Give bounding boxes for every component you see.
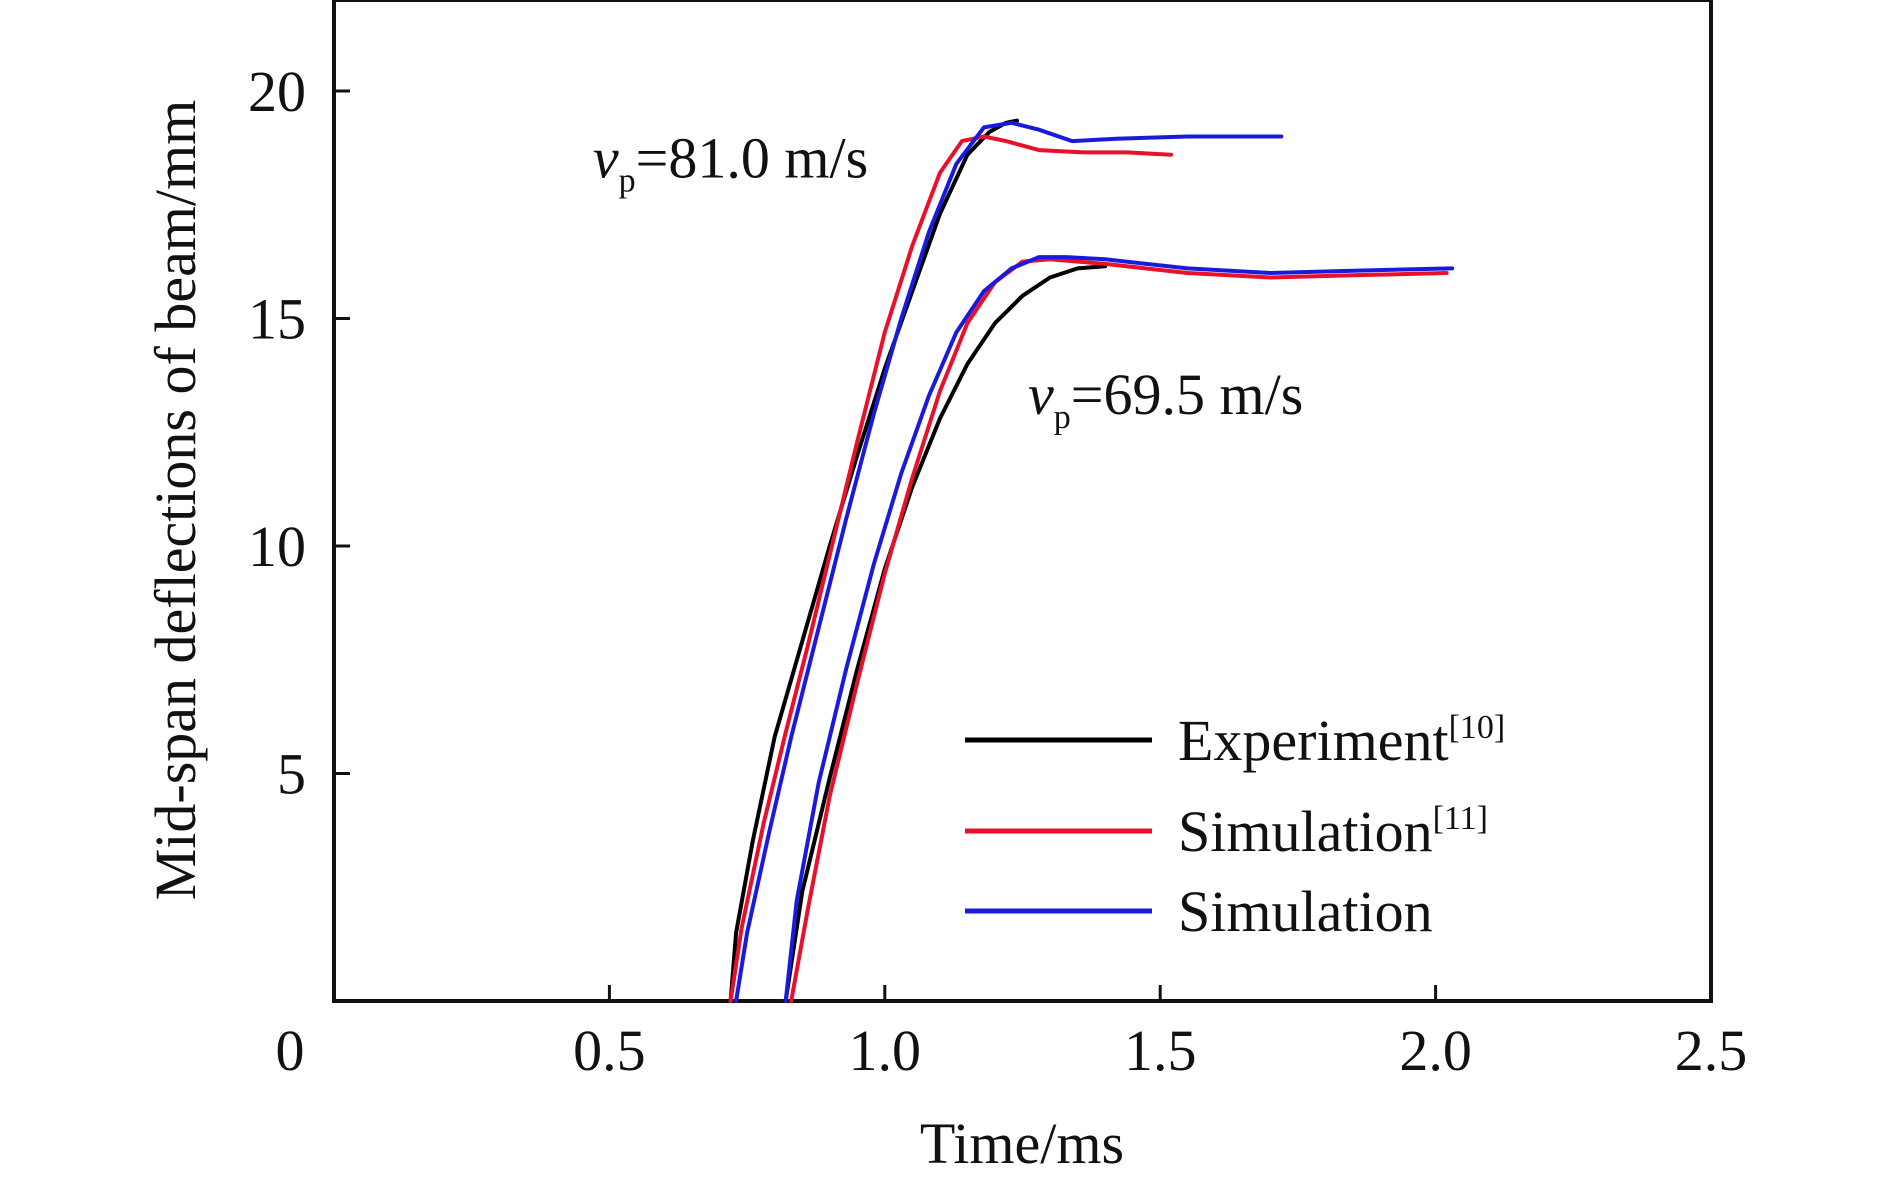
annotation-var: v bbox=[1028, 362, 1054, 427]
y-tick-label: 10 bbox=[248, 514, 306, 579]
x-tick-label: 1.0 bbox=[849, 1018, 922, 1083]
x-axis-label: Time/ms bbox=[920, 1111, 1124, 1176]
annotation-text: =81.0 m/s bbox=[636, 125, 869, 190]
x-tick-label: 2.0 bbox=[1399, 1018, 1472, 1083]
series-line-1 bbox=[728, 134, 1174, 1003]
annotation-v81: vp=81.0 m/s bbox=[593, 125, 868, 199]
legend-label-text: Simulation bbox=[1178, 799, 1433, 864]
plot-frame bbox=[332, 0, 1713, 1003]
legend-label-experiment: Experiment[10] bbox=[1178, 708, 1505, 773]
legend-label-simulation-11: Simulation[11] bbox=[1178, 799, 1488, 864]
x-tick-label: 0 bbox=[276, 1018, 305, 1083]
legend-label-ref: [11] bbox=[1433, 800, 1488, 837]
y-axis-label: Mid-span deflections of beam/mm bbox=[143, 100, 208, 901]
series-line-5 bbox=[783, 255, 1455, 1003]
legend: Experiment[10] Simulation[11] Simulation bbox=[965, 708, 1505, 944]
legend-label-ref: [10] bbox=[1449, 709, 1506, 746]
series-line-2 bbox=[734, 120, 1284, 1003]
series-line-3 bbox=[783, 264, 1108, 1003]
x-tick-label: 1.5 bbox=[1124, 1018, 1197, 1083]
ticks-layer: 0 0.5 1.0 1.5 2.0 2.5 5 10 15 20 bbox=[248, 59, 1747, 1083]
annotation-var: v bbox=[593, 125, 619, 190]
series-layer bbox=[728, 118, 1455, 1003]
annotation-sub: p bbox=[1054, 399, 1071, 436]
legend-label-simulation: Simulation bbox=[1178, 879, 1433, 944]
legend-label-text: Experiment bbox=[1178, 708, 1449, 773]
legend-label-text: Simulation bbox=[1178, 879, 1433, 944]
x-tick-label: 0.5 bbox=[573, 1018, 646, 1083]
y-tick-label: 15 bbox=[248, 287, 306, 352]
y-tick-label: 5 bbox=[277, 742, 306, 807]
annotation-sub: p bbox=[619, 162, 636, 199]
series-line-4 bbox=[789, 257, 1449, 1003]
annotation-v69: vp=69.5 m/s bbox=[1028, 362, 1303, 436]
x-tick-label: 2.5 bbox=[1675, 1018, 1748, 1083]
y-tick-label: 20 bbox=[248, 59, 306, 124]
annotation-text: =69.5 m/s bbox=[1071, 362, 1304, 427]
